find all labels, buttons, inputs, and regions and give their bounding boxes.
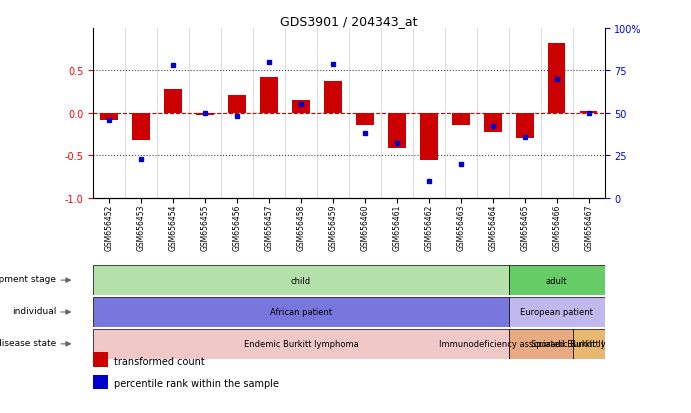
Text: disease state: disease state (0, 338, 57, 347)
Bar (93, 375, 108, 389)
Text: European patient: European patient (520, 308, 593, 317)
Bar (196, 114, 214, 115)
Bar (420, 114, 437, 160)
Bar (292, 101, 310, 114)
Bar (484, 114, 502, 132)
Bar (133, 114, 150, 141)
Bar (261, 78, 278, 114)
Bar (516, 114, 533, 139)
Text: adult: adult (546, 276, 567, 285)
Bar (580, 112, 598, 114)
Text: percentile rank within the sample: percentile rank within the sample (114, 378, 279, 388)
Title: GDS3901 / 204343_at: GDS3901 / 204343_at (281, 15, 417, 28)
Bar (509, 266, 605, 295)
Text: individual: individual (12, 306, 57, 315)
Text: development stage: development stage (0, 275, 57, 283)
Bar (93, 329, 509, 359)
Text: transformed count: transformed count (114, 356, 205, 366)
Bar (93, 353, 108, 367)
Bar (509, 329, 573, 359)
Bar (573, 329, 605, 359)
Bar (228, 96, 246, 114)
Bar (452, 114, 470, 126)
Text: Endemic Burkitt lymphoma: Endemic Burkitt lymphoma (244, 339, 359, 349)
Bar (356, 114, 374, 126)
Bar (164, 90, 182, 114)
Bar (93, 266, 509, 295)
Text: Immunodeficiency associated Burkitt lymphoma: Immunodeficiency associated Burkitt lymp… (439, 339, 643, 349)
Bar (509, 297, 605, 327)
Bar (100, 114, 118, 120)
Bar (548, 44, 565, 114)
Bar (324, 81, 342, 114)
Text: Sporadic Burkitt lymphoma: Sporadic Burkitt lymphoma (531, 339, 646, 349)
Bar (93, 297, 509, 327)
Bar (388, 114, 406, 149)
Text: child: child (291, 276, 311, 285)
Text: African patient: African patient (270, 308, 332, 317)
